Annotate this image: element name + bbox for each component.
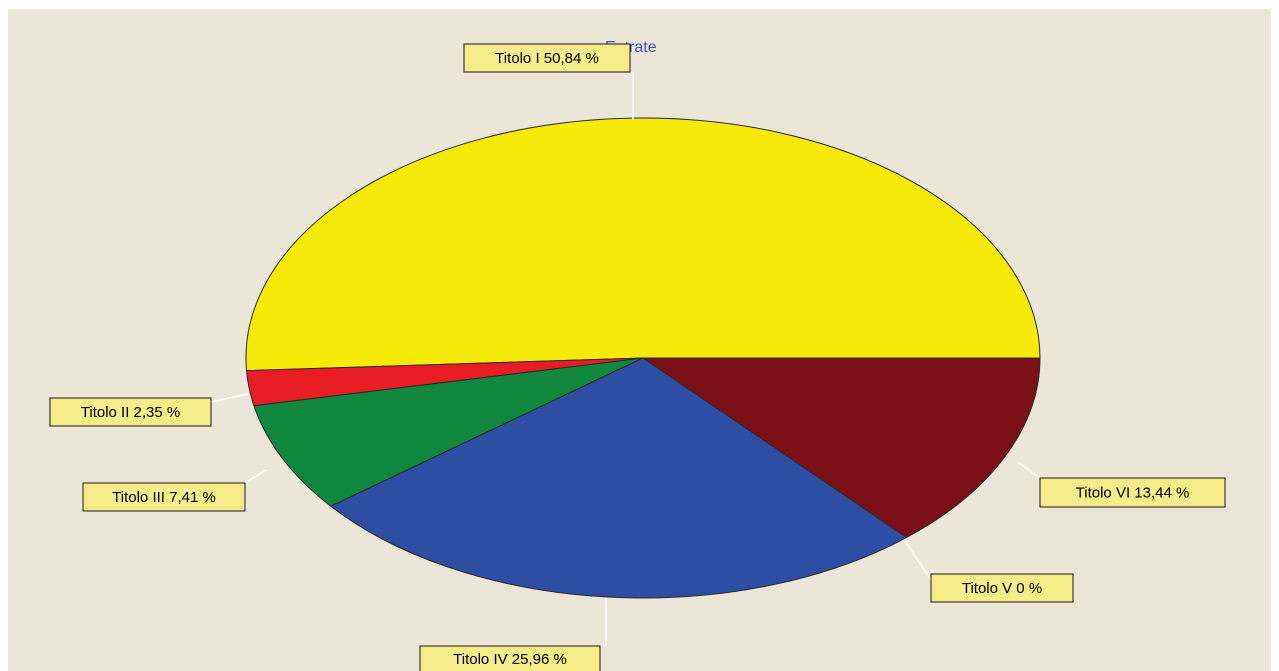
data-label-box: [930, 573, 1074, 603]
data-label-box: [1039, 477, 1226, 508]
data-label-1: Titolo I 50,84 %: [463, 43, 631, 73]
data-label-text: Titolo II 2,35 %: [81, 404, 181, 421]
data-label-box: [463, 43, 631, 73]
leader-line-5: [904, 540, 932, 581]
pie-slice-6: [641, 357, 1041, 539]
data-label-box: [82, 482, 246, 512]
data-label-6: Titolo VI 13,44 %: [1039, 477, 1226, 508]
data-label-text: Titolo V 0 %: [962, 580, 1042, 597]
data-label-text: Titolo VI 13,44 %: [1076, 485, 1190, 502]
data-label-text: Titolo III 7,41 %: [112, 489, 216, 506]
data-label-box: [49, 397, 212, 427]
data-label-3: Titolo III 7,41 %: [82, 482, 246, 512]
data-label-2: Titolo II 2,35 %: [49, 397, 212, 427]
pie-slice-3: [253, 357, 644, 507]
leader-line-2: [210, 393, 249, 403]
pie-slice-4: [329, 357, 908, 599]
data-label-text: Titolo I 50,84 %: [495, 50, 599, 67]
data-label-text: Titolo IV 25,96 %: [453, 651, 567, 668]
leader-line-6: [1017, 461, 1041, 479]
data-label-4: Titolo IV 25,96 %: [419, 645, 601, 671]
leader-line-3: [244, 469, 267, 484]
data-label-box: [419, 645, 601, 671]
data-label-5: Titolo V 0 %: [930, 573, 1074, 603]
